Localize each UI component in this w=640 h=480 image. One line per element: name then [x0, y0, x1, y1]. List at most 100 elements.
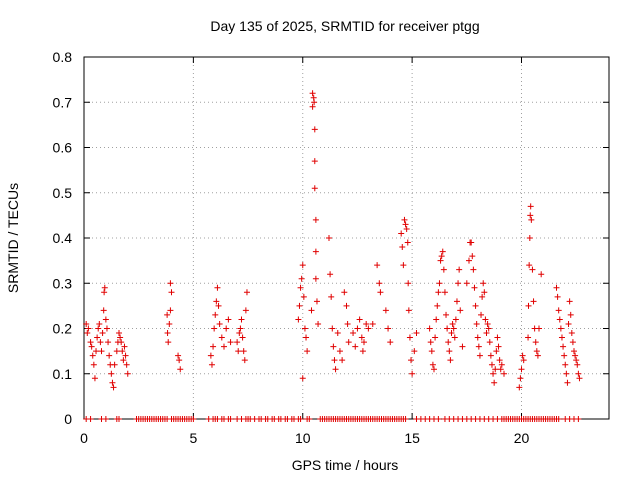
data-point: [240, 348, 247, 355]
data-point: [87, 416, 94, 422]
data-point: [111, 361, 118, 368]
data-point: [435, 289, 442, 296]
data-point: [439, 248, 446, 255]
data-point: [567, 311, 574, 318]
data-point: [311, 99, 318, 106]
data-point: [242, 307, 249, 314]
data-point: [399, 244, 406, 251]
data-point: [301, 325, 308, 332]
data-point: [405, 307, 412, 314]
data-point: [334, 330, 341, 337]
data-point: [571, 348, 577, 355]
data-point: [385, 325, 392, 332]
x-tick-label: 5: [189, 430, 197, 446]
data-point: [212, 311, 219, 318]
data-point: [482, 316, 489, 323]
data-point: [382, 307, 389, 314]
data-point: [295, 316, 302, 323]
data-point: [574, 361, 581, 368]
data-point: [497, 366, 504, 373]
data-point: [236, 330, 243, 337]
data-point: [359, 348, 366, 355]
data-point: [113, 348, 120, 355]
data-point: [120, 357, 127, 364]
data-point: [457, 307, 464, 314]
data-point: [361, 339, 367, 346]
data-point: [83, 320, 90, 327]
data-point: [326, 235, 332, 241]
data-point: [332, 366, 339, 373]
data-point: [449, 320, 456, 327]
data-point: [299, 262, 306, 269]
data-point: [452, 316, 459, 323]
data-point: [238, 316, 245, 323]
data-point: [176, 357, 183, 364]
data-point: [557, 325, 564, 332]
data-point: [110, 384, 117, 391]
data-point: [479, 293, 486, 300]
data-point: [526, 235, 533, 241]
data-point: [486, 339, 493, 346]
data-point: [453, 298, 460, 305]
data-point: [377, 289, 384, 296]
data-point: [402, 416, 409, 422]
data-point: [432, 334, 439, 341]
data-point: [330, 343, 337, 350]
data-point: [241, 357, 248, 364]
data-point: [403, 225, 410, 232]
x-tick-label: 15: [404, 430, 420, 446]
data-point: [472, 302, 479, 309]
data-point: [451, 334, 458, 341]
data-point: [309, 90, 316, 97]
data-point: [517, 375, 524, 382]
data-point: [448, 330, 455, 337]
data-point: [455, 280, 462, 287]
data-point: [446, 348, 453, 355]
data-point: [309, 103, 316, 110]
data-point: [408, 357, 415, 364]
data-point: [553, 284, 560, 291]
data-point: [119, 348, 126, 355]
chart-title: Day 135 of 2025, SRMTID for receiver ptg…: [210, 18, 479, 34]
data-point: [312, 275, 319, 282]
y-tick-label: 0.5: [53, 185, 73, 201]
data-point: [109, 379, 116, 386]
data-point: [339, 357, 346, 364]
data-point: [354, 325, 361, 332]
data-point: [573, 357, 580, 364]
data-point: [358, 334, 365, 341]
data-point: [363, 320, 370, 327]
data-point: [426, 325, 433, 332]
data-point: [210, 343, 217, 350]
data-point: [565, 320, 572, 327]
data-point: [525, 302, 532, 309]
data-point: [463, 280, 470, 287]
data-point: [406, 334, 413, 341]
data-point: [122, 352, 129, 359]
data-point: [91, 375, 98, 382]
data-point: [441, 289, 448, 296]
data-point: [566, 298, 573, 305]
data-point: [336, 348, 343, 355]
data-point: [221, 343, 227, 350]
data-point: [493, 348, 500, 355]
data-point: [490, 370, 497, 377]
data-point: [532, 339, 539, 346]
data-point: [427, 339, 434, 346]
data-point: [527, 203, 534, 210]
data-point: [218, 334, 225, 341]
data-point: [297, 416, 304, 422]
data-point: [102, 316, 109, 323]
data-point: [103, 325, 110, 332]
data-point: [575, 416, 582, 422]
data-point: [409, 370, 416, 377]
data-point: [401, 216, 408, 223]
data-point: [117, 334, 124, 341]
data-point: [311, 185, 318, 192]
y-tick-label: 0.1: [53, 366, 73, 382]
data-point: [296, 302, 303, 309]
data-point: [88, 343, 95, 350]
data-point: [167, 280, 174, 287]
data-point: [235, 348, 242, 355]
data-point: [227, 416, 234, 422]
